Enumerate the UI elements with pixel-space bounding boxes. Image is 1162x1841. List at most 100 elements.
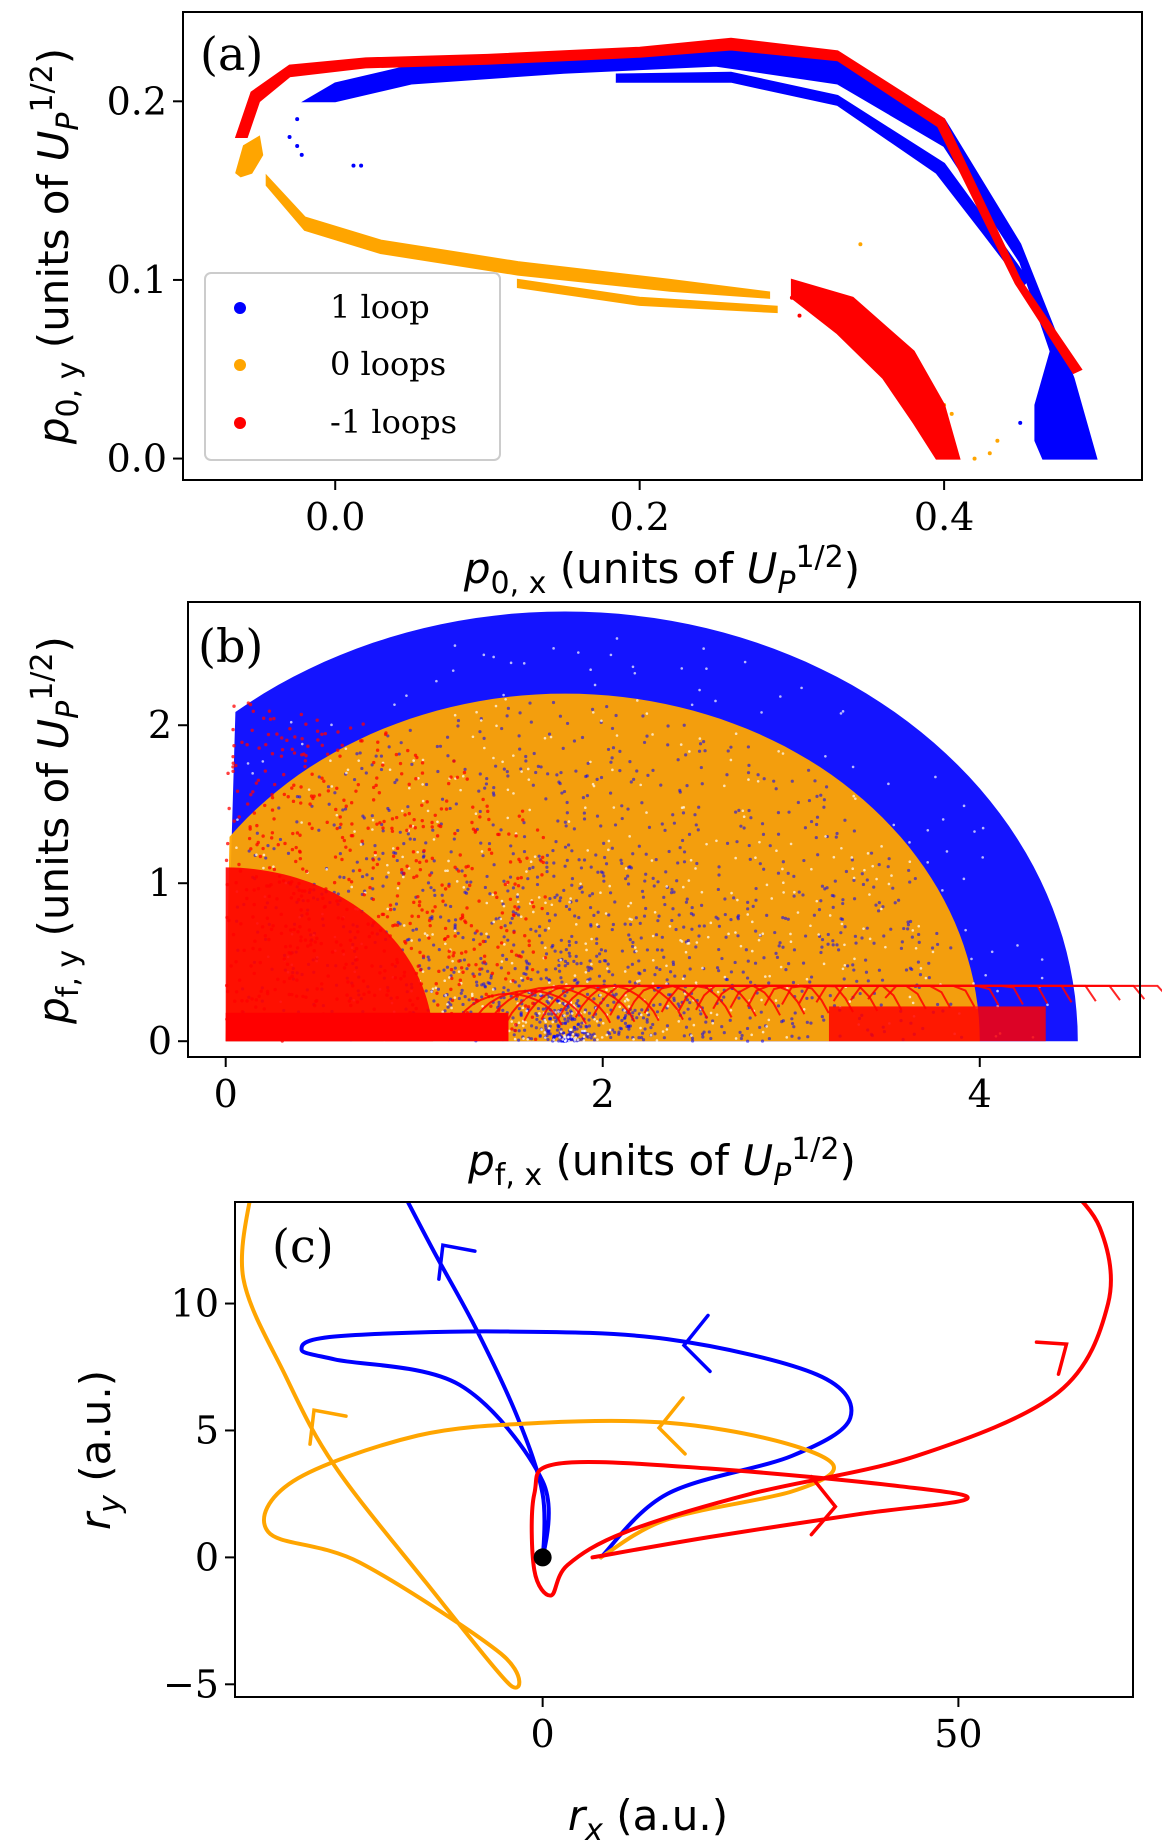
scatter-point bbox=[263, 803, 267, 808]
scatter-point bbox=[368, 885, 372, 890]
scatter-point bbox=[449, 967, 454, 972]
scatter-point bbox=[475, 983, 479, 988]
scatter-point bbox=[454, 802, 458, 806]
scatter-gap bbox=[789, 932, 792, 936]
scatter-point bbox=[716, 887, 720, 892]
scatter-gap bbox=[586, 849, 590, 852]
scatter-gap bbox=[841, 967, 845, 971]
scatter-point bbox=[642, 968, 647, 972]
scatter-point bbox=[288, 944, 293, 948]
scatter-gap bbox=[705, 667, 708, 670]
scatter-point bbox=[565, 858, 569, 862]
scatter-point bbox=[539, 977, 543, 981]
scatter-point bbox=[466, 887, 470, 891]
scatter-point bbox=[232, 744, 236, 748]
scatter-point bbox=[866, 979, 870, 983]
scatter-point bbox=[381, 912, 386, 917]
scatter-point bbox=[852, 829, 856, 833]
scatter-gap bbox=[400, 809, 404, 813]
scatter-point bbox=[595, 941, 599, 946]
scatter-point bbox=[490, 971, 495, 976]
scatter-point bbox=[390, 817, 395, 821]
scatter-point bbox=[308, 888, 312, 892]
scatter-point bbox=[290, 747, 294, 752]
scatter-gap bbox=[777, 750, 780, 753]
scatter-gap bbox=[563, 1034, 566, 1037]
scatter-point bbox=[776, 811, 781, 815]
scatter-point bbox=[492, 1030, 496, 1035]
scatter-point bbox=[602, 879, 606, 883]
scatter-point bbox=[427, 936, 431, 940]
scatter-point bbox=[446, 754, 450, 758]
scatter-point bbox=[483, 985, 487, 989]
scatter-point bbox=[474, 962, 478, 967]
scatter-point bbox=[341, 949, 345, 953]
scatter-point bbox=[340, 857, 344, 862]
scatter-gap bbox=[754, 856, 757, 860]
scatter-point bbox=[359, 1031, 363, 1035]
scatter-point bbox=[614, 713, 618, 718]
scatter-point bbox=[714, 915, 718, 919]
scatter-point bbox=[559, 938, 563, 942]
scatter-gap bbox=[600, 1036, 604, 1039]
scatter-point bbox=[321, 896, 325, 901]
scatter-gap bbox=[941, 818, 945, 821]
scatter-point bbox=[473, 828, 478, 833]
scatter-point bbox=[656, 919, 660, 923]
scatter-point bbox=[590, 892, 595, 896]
scatter-point bbox=[478, 967, 482, 971]
scatter-point bbox=[256, 886, 261, 891]
scatter-point bbox=[511, 852, 515, 856]
scatter-point bbox=[469, 923, 474, 928]
scatter-point bbox=[682, 723, 686, 727]
scatter-point bbox=[565, 1011, 569, 1015]
scatter-point bbox=[313, 940, 317, 944]
scatter-point bbox=[348, 726, 353, 730]
scatter-point bbox=[535, 828, 540, 832]
scatter-gap bbox=[527, 778, 531, 781]
scatter-point bbox=[342, 798, 346, 802]
scatter-point bbox=[660, 935, 664, 939]
scatter-point bbox=[732, 896, 736, 900]
scatter-gap bbox=[532, 910, 535, 914]
scatter-point bbox=[685, 998, 690, 1002]
scatter-gap bbox=[638, 979, 641, 983]
scatter-point bbox=[557, 1024, 561, 1028]
x-tick-label: 50 bbox=[934, 1712, 982, 1756]
scatter-gap bbox=[653, 910, 657, 914]
scatter-gap bbox=[779, 965, 783, 969]
scatter-gap bbox=[1040, 958, 1044, 961]
scatter-gap bbox=[576, 1038, 580, 1042]
scatter-gap bbox=[970, 957, 973, 961]
scatter-point bbox=[662, 955, 666, 959]
scatter-point bbox=[745, 1026, 750, 1031]
scatter-point bbox=[754, 898, 758, 902]
scatter-point bbox=[424, 989, 428, 993]
scatter-point bbox=[722, 995, 726, 999]
scatter-point bbox=[385, 915, 390, 919]
scatter-point bbox=[250, 997, 254, 1001]
scatter-point bbox=[345, 907, 349, 912]
scatter-point bbox=[393, 976, 398, 980]
scatter-point bbox=[315, 718, 319, 722]
scatter-point bbox=[749, 816, 753, 820]
scatter-point bbox=[428, 873, 432, 877]
scatter-point bbox=[790, 779, 794, 783]
scatter-point bbox=[479, 956, 483, 961]
scatter-point bbox=[740, 1033, 744, 1038]
scatter-gap bbox=[517, 1021, 521, 1025]
scatter-point bbox=[343, 807, 348, 811]
scatter-point bbox=[307, 928, 312, 932]
scatter-point bbox=[295, 820, 299, 824]
scatter-point bbox=[499, 966, 504, 970]
scatter-point bbox=[371, 798, 376, 802]
scatter-point bbox=[544, 976, 549, 980]
scatter-gap bbox=[401, 875, 405, 879]
scatter-gap bbox=[593, 1034, 597, 1038]
scatter-point bbox=[596, 910, 600, 914]
scatter-point bbox=[525, 967, 529, 971]
scatter-point bbox=[563, 820, 567, 824]
scatter-point bbox=[425, 800, 429, 804]
scatter-point bbox=[773, 930, 777, 935]
scatter-point bbox=[366, 922, 370, 926]
